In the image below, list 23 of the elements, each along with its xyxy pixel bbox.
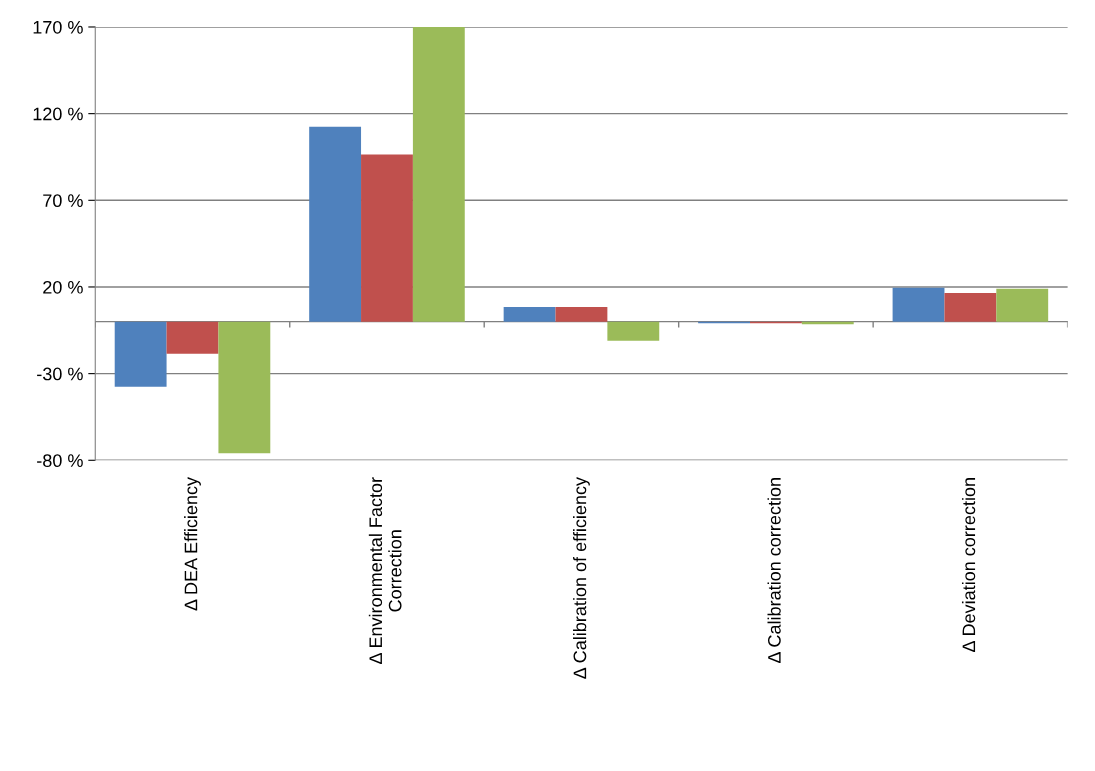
bar [309, 126, 362, 322]
bar [218, 321, 271, 454]
x-tick-label: Δ Calibration of efficiency [573, 476, 590, 679]
bar [503, 306, 556, 322]
bar [892, 287, 945, 322]
bar [361, 154, 413, 322]
x-tick-label: Δ Environmental Factor Correction [368, 477, 402, 665]
bar [944, 293, 997, 322]
bar [555, 306, 608, 322]
y-tick-label: 120 % [33, 107, 83, 121]
x-tick-label: Δ Calibration correction [767, 478, 781, 664]
x-tick-label: Δ DEA Efficiency [184, 476, 201, 611]
y-tick-label: 20 % [43, 280, 83, 294]
bar [166, 321, 219, 354]
y-tick-label: 170 % [33, 20, 83, 34]
bar [412, 26, 465, 322]
y-tick-label: 70 % [43, 194, 83, 208]
bar [996, 288, 1049, 322]
bar [607, 321, 660, 341]
y-tick-label: -80 % [37, 454, 83, 468]
x-tick-label: Δ Deviation correction [961, 478, 976, 653]
y-tick-label: -30 % [37, 367, 83, 381]
bar [114, 321, 167, 387]
